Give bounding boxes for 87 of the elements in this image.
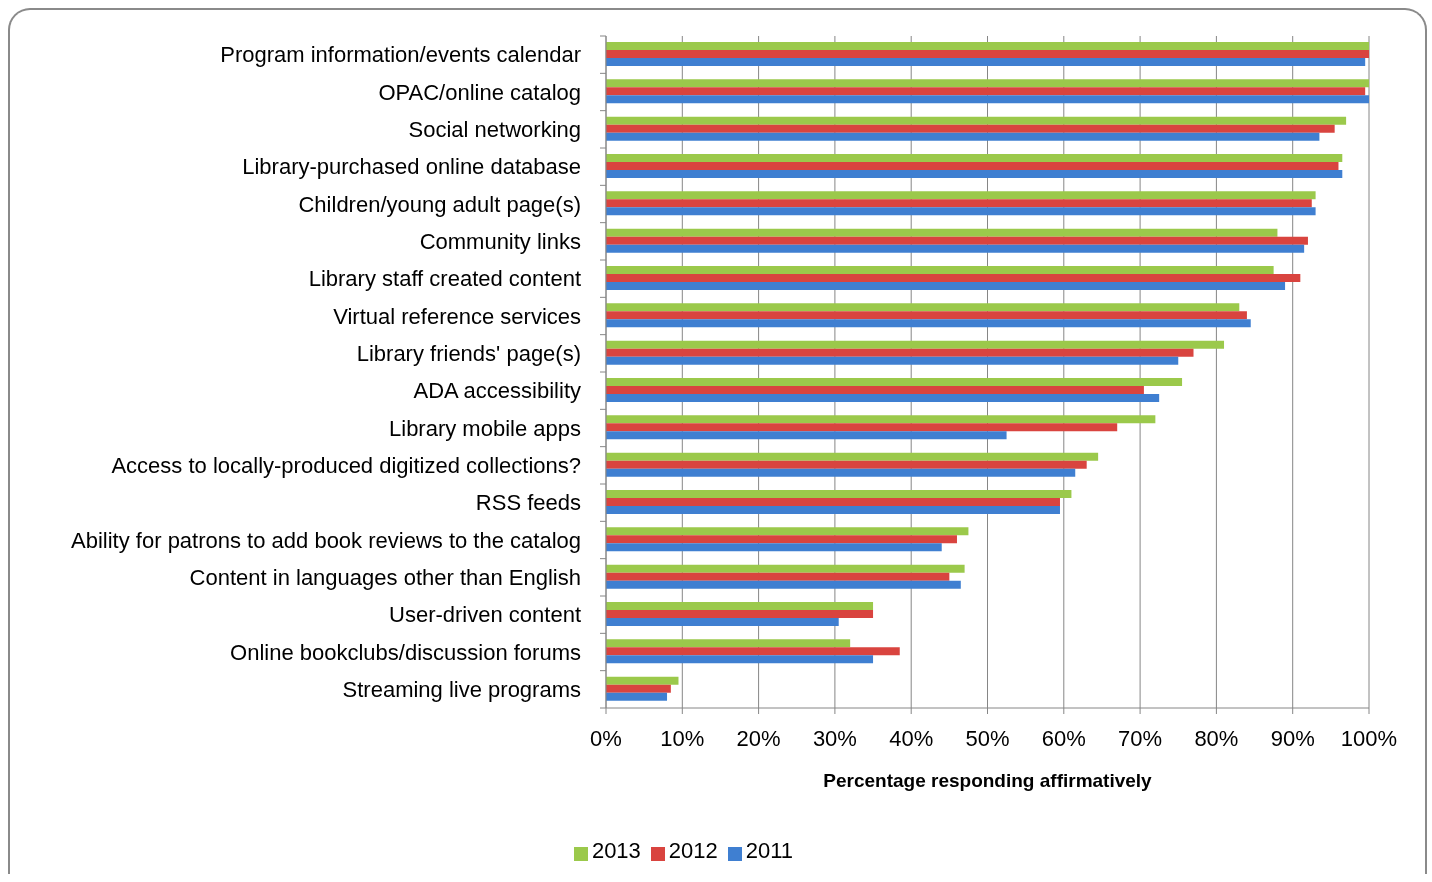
- y-tick-label: Library-purchased online database: [242, 154, 581, 180]
- y-tick-label: Library staff created content: [308, 266, 581, 292]
- y-tick-label: Online bookclubs/discussion forums: [230, 639, 581, 665]
- bar: [606, 124, 1335, 133]
- bar: [606, 42, 1369, 50]
- legend-label: 2013: [591, 838, 641, 863]
- bar: [606, 191, 1316, 200]
- bar: [606, 684, 671, 693]
- bar: [606, 95, 1369, 104]
- bar: [606, 394, 1160, 402]
- y-tick-label: Library mobile apps: [389, 415, 581, 441]
- bar: [606, 572, 950, 581]
- bar: [606, 266, 1274, 274]
- bar: [606, 543, 942, 552]
- bar: [606, 386, 1144, 394]
- bar: [606, 162, 1339, 170]
- bar: [606, 423, 1118, 432]
- bar: [606, 50, 1369, 58]
- bar: [606, 580, 961, 589]
- bar: [606, 647, 900, 656]
- bar: [606, 431, 1007, 440]
- bar: [606, 274, 1301, 282]
- bar: [606, 527, 969, 536]
- x-axis-title: Percentage responding affirmatively: [823, 770, 1153, 792]
- x-tick-label: 100%: [1340, 725, 1398, 751]
- bar: [606, 639, 851, 648]
- bar: [606, 564, 965, 573]
- bar: [606, 692, 668, 701]
- y-tick-label: Virtual reference services: [333, 303, 581, 329]
- bar: [606, 282, 1286, 290]
- y-tick-label: Children/young adult page(s): [298, 191, 581, 217]
- bar: [606, 311, 1247, 320]
- bar: [606, 79, 1369, 88]
- bar: [606, 468, 1076, 477]
- bar: [606, 356, 1179, 365]
- x-tick-label: 0%: [590, 725, 622, 751]
- y-tick-label: User-driven content: [389, 602, 581, 628]
- y-tick-label: Streaming live programs: [342, 676, 581, 702]
- x-tick-label: 40%: [889, 725, 934, 751]
- y-tick-label: Social networking: [408, 116, 581, 142]
- bar: [606, 58, 1366, 66]
- x-tick-label: 30%: [812, 725, 857, 751]
- bar: [606, 602, 874, 610]
- y-tick-label: ADA accessibility: [413, 378, 581, 404]
- x-tick-label: 60%: [1041, 725, 1086, 751]
- bar: [606, 132, 1320, 141]
- bar: [606, 655, 874, 664]
- bar: [606, 228, 1278, 237]
- bar: [606, 610, 874, 618]
- bar: [606, 199, 1312, 208]
- y-tick-label: RSS feeds: [475, 490, 581, 516]
- bar: [606, 170, 1343, 178]
- bar: [606, 348, 1194, 357]
- bar: [606, 244, 1305, 253]
- y-tick-label: Community links: [419, 228, 581, 254]
- x-tick-label: 90%: [1270, 725, 1315, 751]
- x-tick-label: 80%: [1194, 725, 1239, 751]
- bar: [606, 303, 1240, 312]
- x-tick-label: 20%: [736, 725, 781, 751]
- bar: [606, 236, 1308, 245]
- bar: [606, 676, 679, 685]
- x-tick-label: 70%: [1118, 725, 1163, 751]
- y-tick-label: Content in languages other than English: [189, 564, 581, 590]
- bar: [606, 452, 1099, 461]
- y-tick-label: OPAC/online catalog: [378, 79, 581, 105]
- bar: [606, 116, 1347, 125]
- legend-label: 2012: [668, 838, 718, 863]
- bar: [606, 207, 1316, 216]
- bar: [606, 618, 839, 626]
- y-tick-label: Ability for patrons to add book reviews to the catalog: [71, 527, 581, 553]
- bar: [606, 490, 1072, 498]
- bar: [606, 378, 1183, 386]
- bar: [606, 87, 1366, 96]
- y-tick-label: Library friends' page(s): [356, 340, 581, 366]
- bar: [606, 319, 1251, 328]
- bar: [606, 460, 1087, 469]
- bar: [606, 415, 1156, 424]
- bar: [606, 535, 957, 544]
- x-tick-label: 10%: [660, 725, 705, 751]
- x-tick-label: 50%: [965, 725, 1010, 751]
- bar: [606, 498, 1060, 506]
- bar: [606, 154, 1343, 162]
- bar: [606, 506, 1060, 514]
- bar: [606, 340, 1225, 349]
- y-tick-label: Program information/events calendar: [220, 42, 581, 68]
- legend-label: 2011: [745, 838, 794, 863]
- y-tick-label: Access to locally-produced digitized collections?: [111, 452, 581, 478]
